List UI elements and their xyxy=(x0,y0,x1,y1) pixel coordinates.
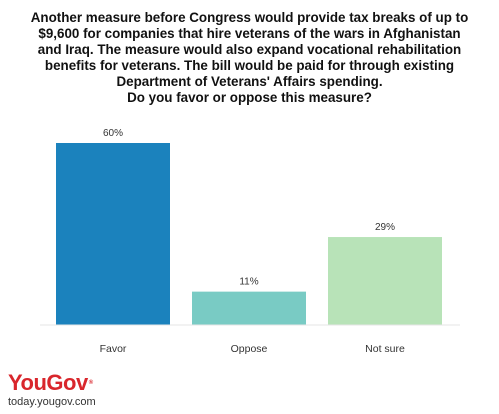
title-line: Department of Veterans' Affairs spending… xyxy=(116,74,383,89)
category-label: Not sure xyxy=(365,343,405,355)
title-line: Another measure before Congress would pr… xyxy=(30,10,469,25)
logo-text: YouGov xyxy=(8,370,88,395)
bars-group: 60% Favor 11% Oppose 29% Not sure xyxy=(56,128,442,355)
title-line: benefits for veterans. The bill would be… xyxy=(44,58,455,73)
data-label: 29% xyxy=(375,222,395,233)
data-label: 60% xyxy=(103,128,123,139)
brand-block: YouGov® today.yougov.com xyxy=(8,372,96,409)
title-line: $9,600 for companies that hire veterans … xyxy=(38,26,461,41)
bar-oppose xyxy=(192,291,306,325)
title-line: and Iraq. The measure would also expand … xyxy=(37,42,462,57)
chart-title: Another measure before Congress would pr… xyxy=(4,10,495,106)
bar-favor xyxy=(56,143,170,325)
category-label: Oppose xyxy=(231,343,268,355)
yougov-logo: YouGov® xyxy=(8,372,96,394)
data-label: 11% xyxy=(239,277,258,288)
source-url: today.yougov.com xyxy=(8,396,96,408)
registered-mark: ® xyxy=(88,380,93,386)
category-label: Favor xyxy=(100,343,127,355)
title-line: Do you favor or oppose this measure? xyxy=(127,90,372,105)
bar-not-sure xyxy=(328,237,442,325)
